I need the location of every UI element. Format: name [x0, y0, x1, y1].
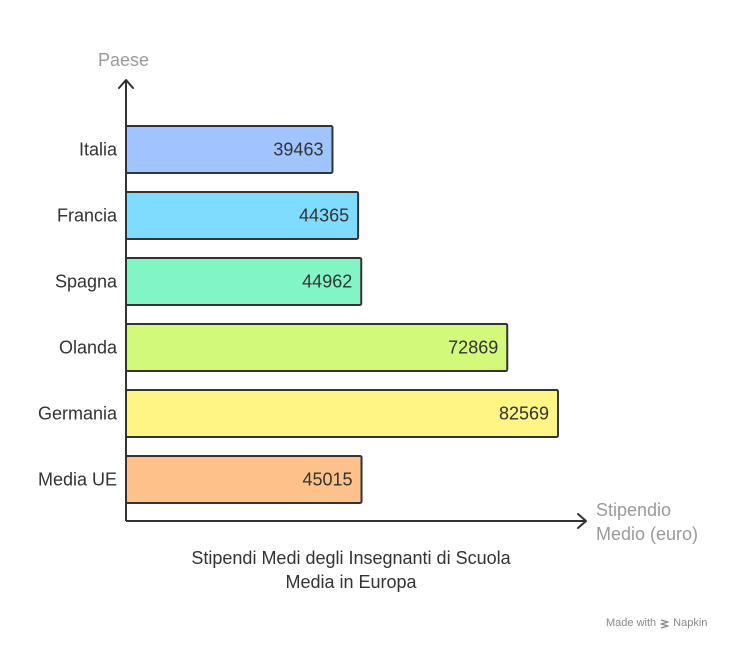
bar-value-label: 82569 [499, 404, 549, 424]
chart-caption: Stipendi Medi degli Insegnanti di Scuola… [191, 548, 511, 592]
bar-value-label: 72869 [448, 338, 498, 358]
bar-value-label: 45015 [302, 470, 352, 490]
napkin-watermark[interactable]: Made with Napkin [606, 617, 707, 629]
bar-germania [125, 389, 559, 438]
bar-value-label: 44962 [302, 272, 352, 292]
category-tick-label: Olanda [59, 338, 118, 358]
bar-value-label: 39463 [273, 140, 323, 160]
napkin-brand-label: Napkin [673, 617, 708, 629]
category-tick-label: Germania [38, 404, 118, 424]
category-tick-label: Francia [57, 206, 118, 226]
bars-group: 39463 Italia 44365 Francia 44962 Spagna 72869 O… [38, 125, 559, 504]
category-tick-label: Spagna [55, 272, 118, 292]
napkin-logo-icon [660, 618, 669, 629]
made-with-label: Made with [606, 617, 657, 629]
y-axis-arrow-icon [118, 79, 134, 89]
y-axis-title: Paese [98, 50, 150, 70]
category-tick-label: Media UE [38, 470, 117, 490]
axes-group [118, 79, 587, 529]
category-tick-label: Italia [79, 140, 118, 160]
bar-value-label: 44365 [299, 206, 349, 226]
x-axis-arrow-icon [577, 513, 587, 529]
x-axis-title: Stipendio Medio (euro) [596, 500, 699, 544]
